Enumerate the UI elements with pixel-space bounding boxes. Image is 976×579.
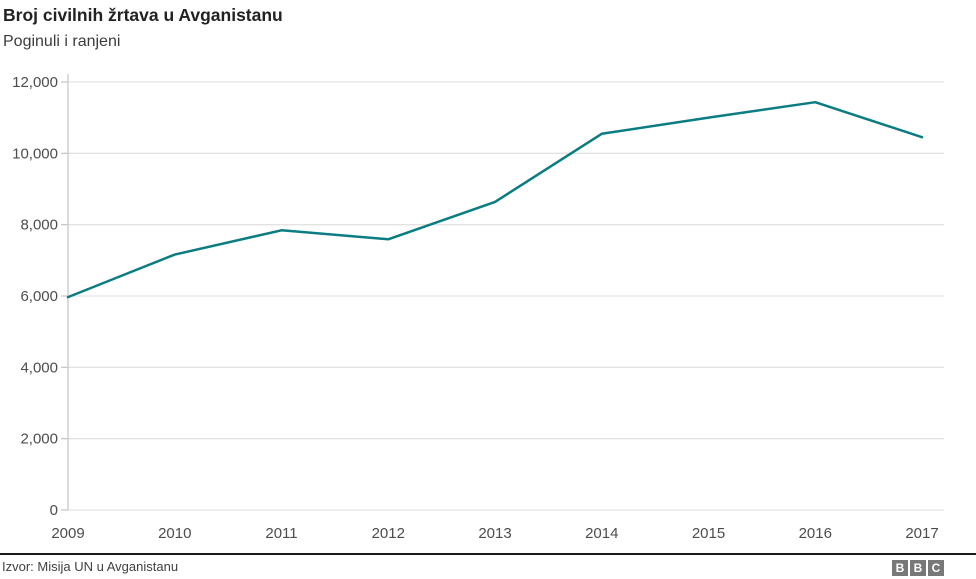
x-tick-label: 2011 <box>265 525 297 542</box>
source-text: Izvor: Misija UN u Avganistanu <box>2 559 179 574</box>
x-tick-label: 2010 <box>158 525 191 542</box>
chart-subtitle: Poginuli i ranjeni <box>3 33 121 50</box>
x-tick-label: 2015 <box>692 525 725 542</box>
x-tick-label: 2013 <box>478 525 511 542</box>
y-tick-label: 4,000 <box>20 359 58 376</box>
bbc-logo-block-b1: B <box>892 560 908 576</box>
bbc-logo-block-b2: B <box>910 560 926 576</box>
chart-title: Broj civilnih žrtava u Avganistanu <box>3 5 283 25</box>
bbc-logo: B B C <box>892 560 944 576</box>
y-tick-label: 10,000 <box>12 145 58 162</box>
x-tick-label: 2009 <box>51 525 84 542</box>
chart-footer: Izvor: Misija UN u Avganistanu B B C <box>0 553 976 576</box>
data-line <box>66 100 924 299</box>
bbc-logo-block-c: C <box>928 560 944 576</box>
y-tick-label: 0 <box>50 502 58 519</box>
line-chart: 0 2,000 4,000 6,000 8,000 10,000 12,000 2009 201… <box>12 74 944 542</box>
y-tick-label: 6,000 <box>20 288 58 305</box>
y-tick-label: 2,000 <box>20 431 58 448</box>
x-tick-label: 2017 <box>905 525 938 542</box>
y-tick-label: 8,000 <box>20 217 58 234</box>
x-tick-label: 2014 <box>585 525 618 542</box>
y-tick-label: 12,000 <box>12 74 58 91</box>
x-tick-label: 2012 <box>372 525 405 542</box>
x-tick-label: 2016 <box>799 525 832 542</box>
